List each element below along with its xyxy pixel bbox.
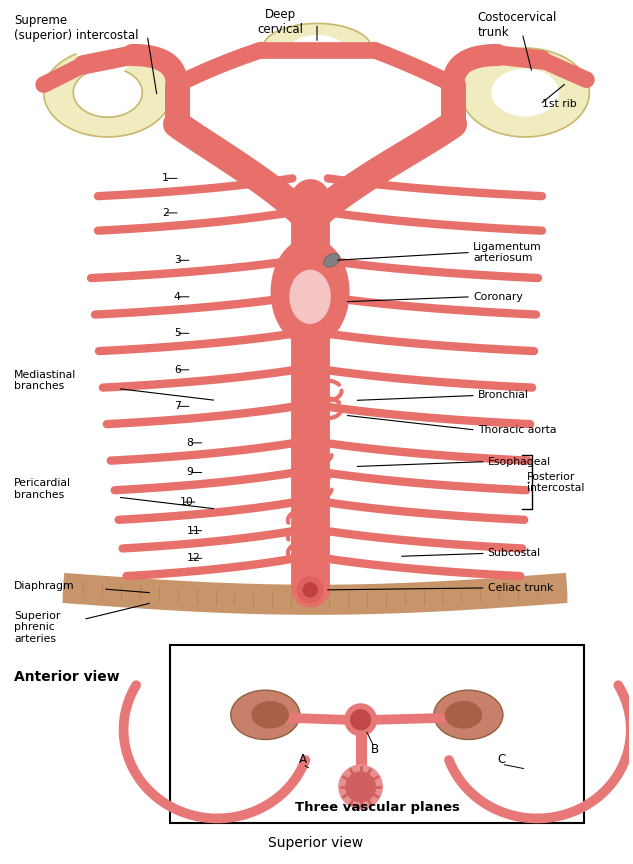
Text: Esophageal: Esophageal (487, 456, 551, 467)
Text: Supreme
(superior) intercostal: Supreme (superior) intercostal (14, 14, 139, 41)
Text: Bronchial: Bronchial (478, 391, 529, 401)
Ellipse shape (323, 253, 340, 267)
Text: Diaphragm: Diaphragm (14, 581, 75, 591)
Circle shape (346, 772, 375, 802)
Text: 2: 2 (162, 208, 169, 218)
Ellipse shape (289, 270, 331, 324)
Text: Superior view: Superior view (268, 835, 363, 849)
Text: Celiac trunk: Celiac trunk (487, 583, 553, 593)
Polygon shape (263, 23, 372, 48)
Text: Deep
cervical: Deep cervical (258, 8, 303, 35)
Text: Superior
phrenic
arteries: Superior phrenic arteries (14, 611, 60, 644)
Text: 9: 9 (187, 467, 194, 478)
Text: C: C (498, 753, 506, 766)
Text: 5: 5 (174, 328, 181, 339)
Circle shape (298, 577, 323, 603)
Text: Three vascular planes: Three vascular planes (295, 802, 460, 815)
Text: 4: 4 (174, 292, 181, 302)
Circle shape (351, 710, 370, 729)
Text: 10: 10 (180, 497, 194, 507)
Text: 1: 1 (162, 174, 169, 183)
Text: Ligamentum
arteriosum: Ligamentum arteriosum (473, 242, 542, 264)
Circle shape (339, 766, 382, 809)
Text: 12: 12 (187, 553, 201, 563)
Circle shape (303, 583, 317, 597)
Text: Thoracic aorta: Thoracic aorta (478, 425, 556, 435)
Text: Anterior view: Anterior view (14, 670, 120, 683)
Ellipse shape (251, 701, 289, 728)
Text: Costocervical
trunk: Costocervical trunk (478, 10, 557, 39)
Text: B: B (372, 743, 379, 756)
Ellipse shape (271, 238, 349, 346)
Polygon shape (44, 54, 172, 137)
Text: 7: 7 (174, 402, 181, 411)
Ellipse shape (231, 690, 300, 740)
FancyBboxPatch shape (170, 645, 584, 823)
Text: 6: 6 (174, 365, 181, 375)
Ellipse shape (434, 690, 503, 740)
Text: Mediastinal
branches: Mediastinal branches (14, 370, 77, 391)
Ellipse shape (445, 701, 482, 728)
Text: 8: 8 (187, 438, 194, 448)
Text: 1st rib: 1st rib (542, 99, 577, 110)
Circle shape (345, 704, 377, 735)
Text: Subcostal: Subcostal (487, 549, 541, 558)
Text: A: A (299, 753, 306, 766)
Text: Posterior
intercostal: Posterior intercostal (527, 472, 584, 493)
Text: Pericardial
branches: Pericardial branches (14, 479, 71, 500)
Text: Coronary: Coronary (473, 292, 523, 302)
Text: 3: 3 (174, 255, 181, 265)
Polygon shape (461, 48, 589, 137)
Text: 11: 11 (187, 525, 201, 536)
